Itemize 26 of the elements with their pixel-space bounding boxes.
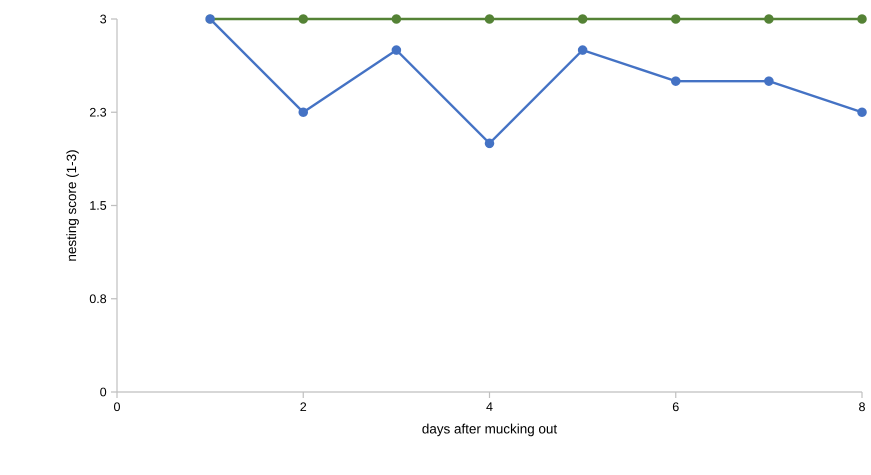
x-tick-label: 4 [486,402,493,411]
point [298,14,308,24]
x-tick-label: 0 [114,402,120,412]
point [578,45,588,55]
point [764,14,774,24]
point [857,107,867,118]
x-tick-label: 6 [672,402,679,412]
x-axis-title: days after mucking out [422,424,558,436]
y-tick-label: 2.3 [90,108,106,117]
y-tick-label: 0.8 [90,294,106,304]
y-tick-label: 3 [100,14,106,24]
point [857,14,867,24]
point [298,107,308,118]
point [392,45,402,55]
point [484,14,494,24]
point [670,76,681,86]
point [484,138,494,148]
x-tick-label: 2 [300,402,306,412]
point [392,14,402,24]
point [578,14,588,24]
y-tick-label: 1.5 [90,201,106,210]
y-axis-title: nesting score (1-3) [66,150,79,261]
y-tick-label: 0 [100,388,106,396]
point [670,14,681,24]
x-tick-label: 8 [859,402,865,412]
point [764,76,774,86]
